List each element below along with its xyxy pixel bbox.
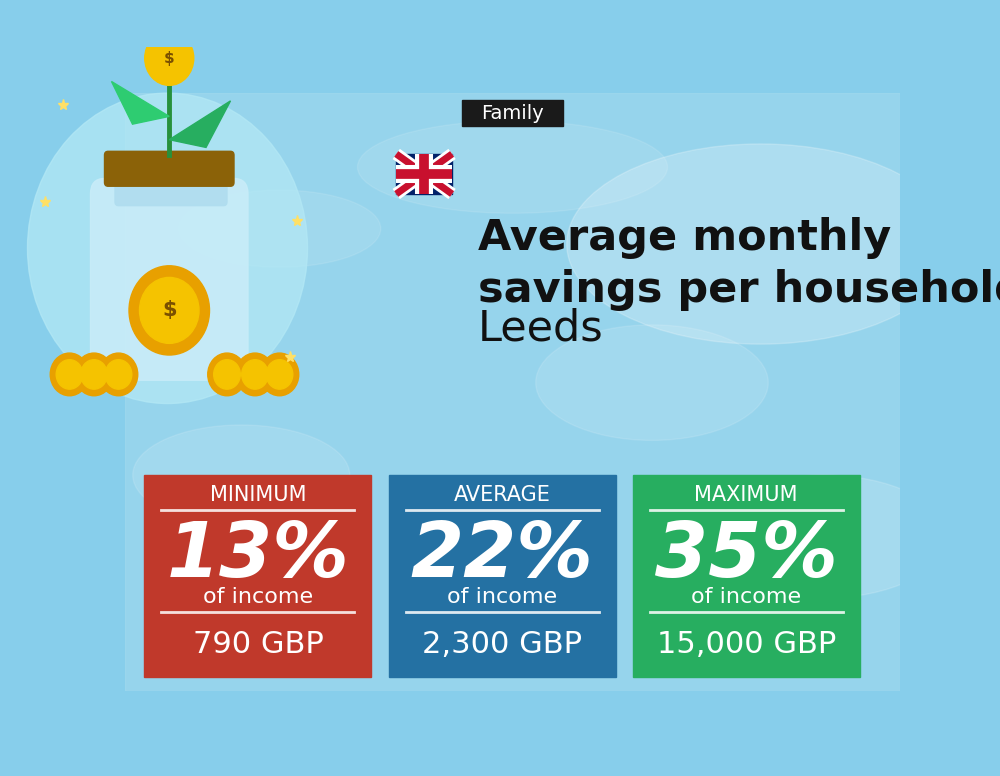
Bar (144, 475, 371, 677)
Text: 15,000 GBP: 15,000 GBP (657, 630, 836, 659)
Text: AVERAGE: AVERAGE (454, 485, 550, 505)
Circle shape (129, 265, 210, 355)
Text: 13%: 13% (167, 519, 349, 593)
Ellipse shape (179, 190, 381, 267)
Circle shape (140, 278, 199, 344)
Circle shape (105, 360, 132, 390)
Text: Family: Family (481, 104, 544, 123)
Text: 2,300 GBP: 2,300 GBP (422, 630, 582, 659)
Circle shape (236, 353, 274, 396)
Polygon shape (169, 101, 230, 147)
Circle shape (145, 31, 194, 85)
FancyBboxPatch shape (90, 178, 248, 380)
Text: Average monthly
savings per household in: Average monthly savings per household in (478, 217, 1000, 311)
Circle shape (266, 360, 293, 390)
Ellipse shape (358, 121, 668, 213)
Circle shape (99, 353, 138, 396)
Circle shape (242, 360, 268, 390)
FancyBboxPatch shape (462, 100, 563, 126)
Circle shape (81, 360, 107, 390)
Text: $: $ (162, 300, 176, 320)
Text: of income: of income (203, 587, 313, 607)
Ellipse shape (567, 144, 954, 344)
Text: 22%: 22% (411, 519, 593, 593)
FancyBboxPatch shape (115, 171, 227, 206)
Text: 790 GBP: 790 GBP (193, 630, 323, 659)
Circle shape (260, 353, 299, 396)
Circle shape (28, 93, 308, 404)
Bar (388, 475, 616, 677)
Ellipse shape (536, 325, 768, 441)
Text: MAXIMUM: MAXIMUM (694, 485, 798, 505)
Circle shape (50, 353, 89, 396)
Circle shape (56, 360, 83, 390)
Text: MINIMUM: MINIMUM (210, 485, 306, 505)
Text: of income: of income (691, 587, 801, 607)
Circle shape (75, 353, 113, 396)
Polygon shape (112, 81, 169, 124)
Ellipse shape (133, 425, 350, 525)
Ellipse shape (698, 475, 946, 598)
Text: 35%: 35% (655, 519, 838, 593)
FancyBboxPatch shape (104, 151, 234, 186)
Bar (396, 154, 452, 194)
Circle shape (208, 353, 246, 396)
Circle shape (214, 360, 240, 390)
Text: of income: of income (447, 587, 557, 607)
Text: Leeds: Leeds (478, 307, 603, 349)
Text: $: $ (164, 50, 175, 66)
Bar (633, 475, 860, 677)
